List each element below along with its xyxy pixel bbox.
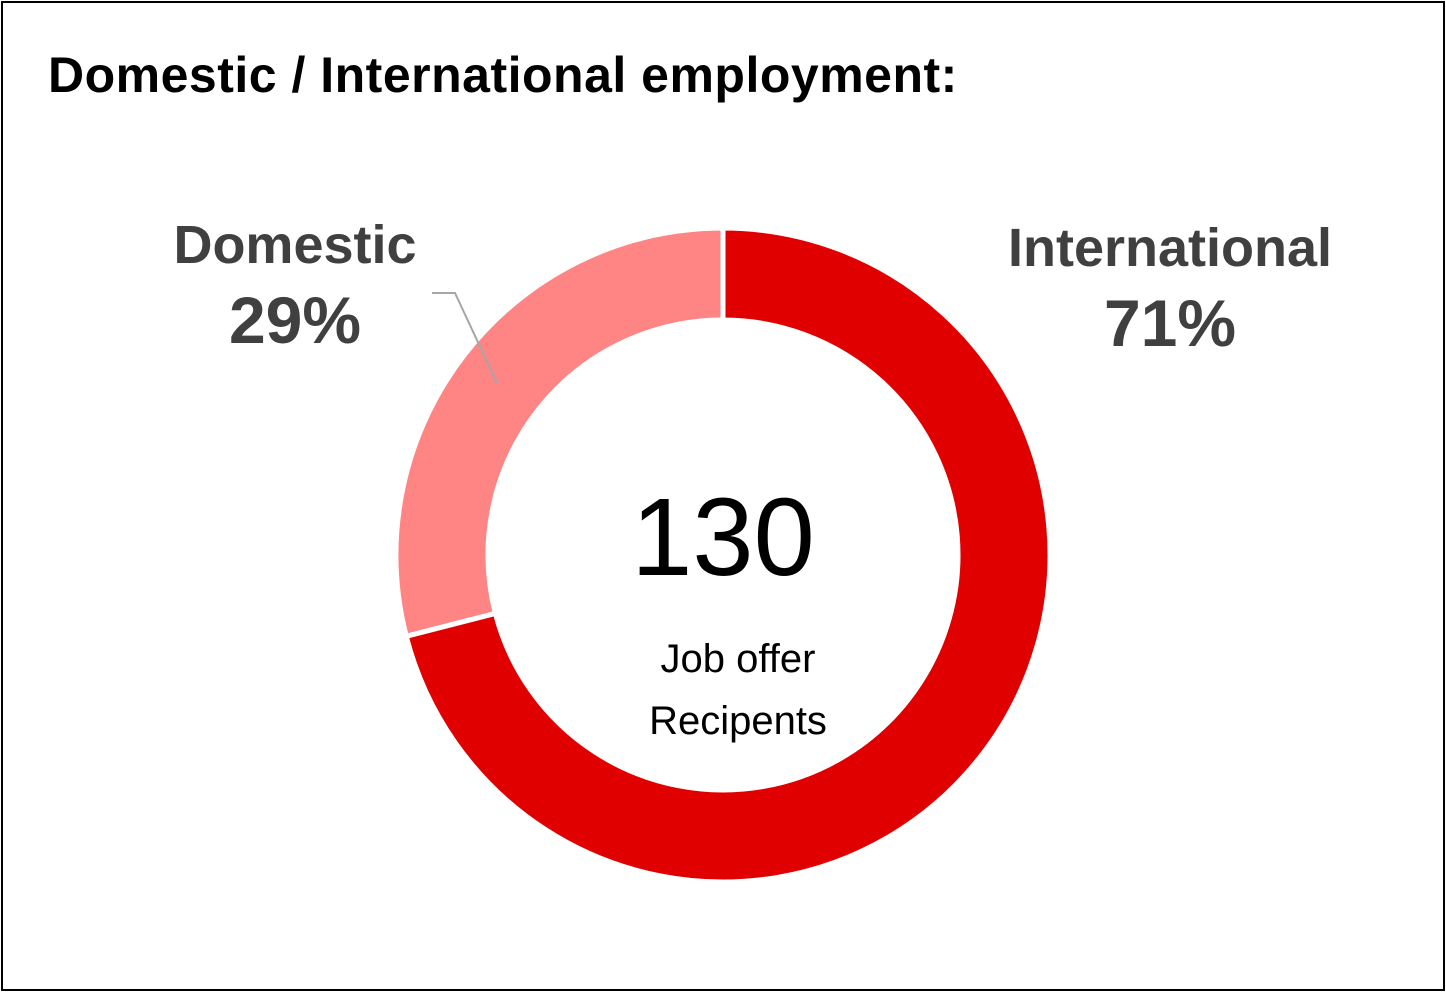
domestic-leader-line [432,292,498,384]
international-label: International 71% [985,218,1355,368]
international-percent: 71% [1103,286,1237,360]
chart-title: Domestic / International employment: [48,47,958,103]
center-caption: Job offer Recipents [588,628,888,752]
center-caption-line-2: Recipents [649,699,827,743]
center-caption-line-1: Job offer [660,637,816,681]
donut-slice-international [403,225,1053,885]
donut-slice-domestic [393,225,726,640]
international-name: International [1007,218,1333,278]
domestic-percent: 29% [228,283,362,357]
domestic-name: Domestic [173,215,417,275]
domestic-label: Domestic 29% [150,215,440,365]
center-total: 130 [631,476,815,599]
